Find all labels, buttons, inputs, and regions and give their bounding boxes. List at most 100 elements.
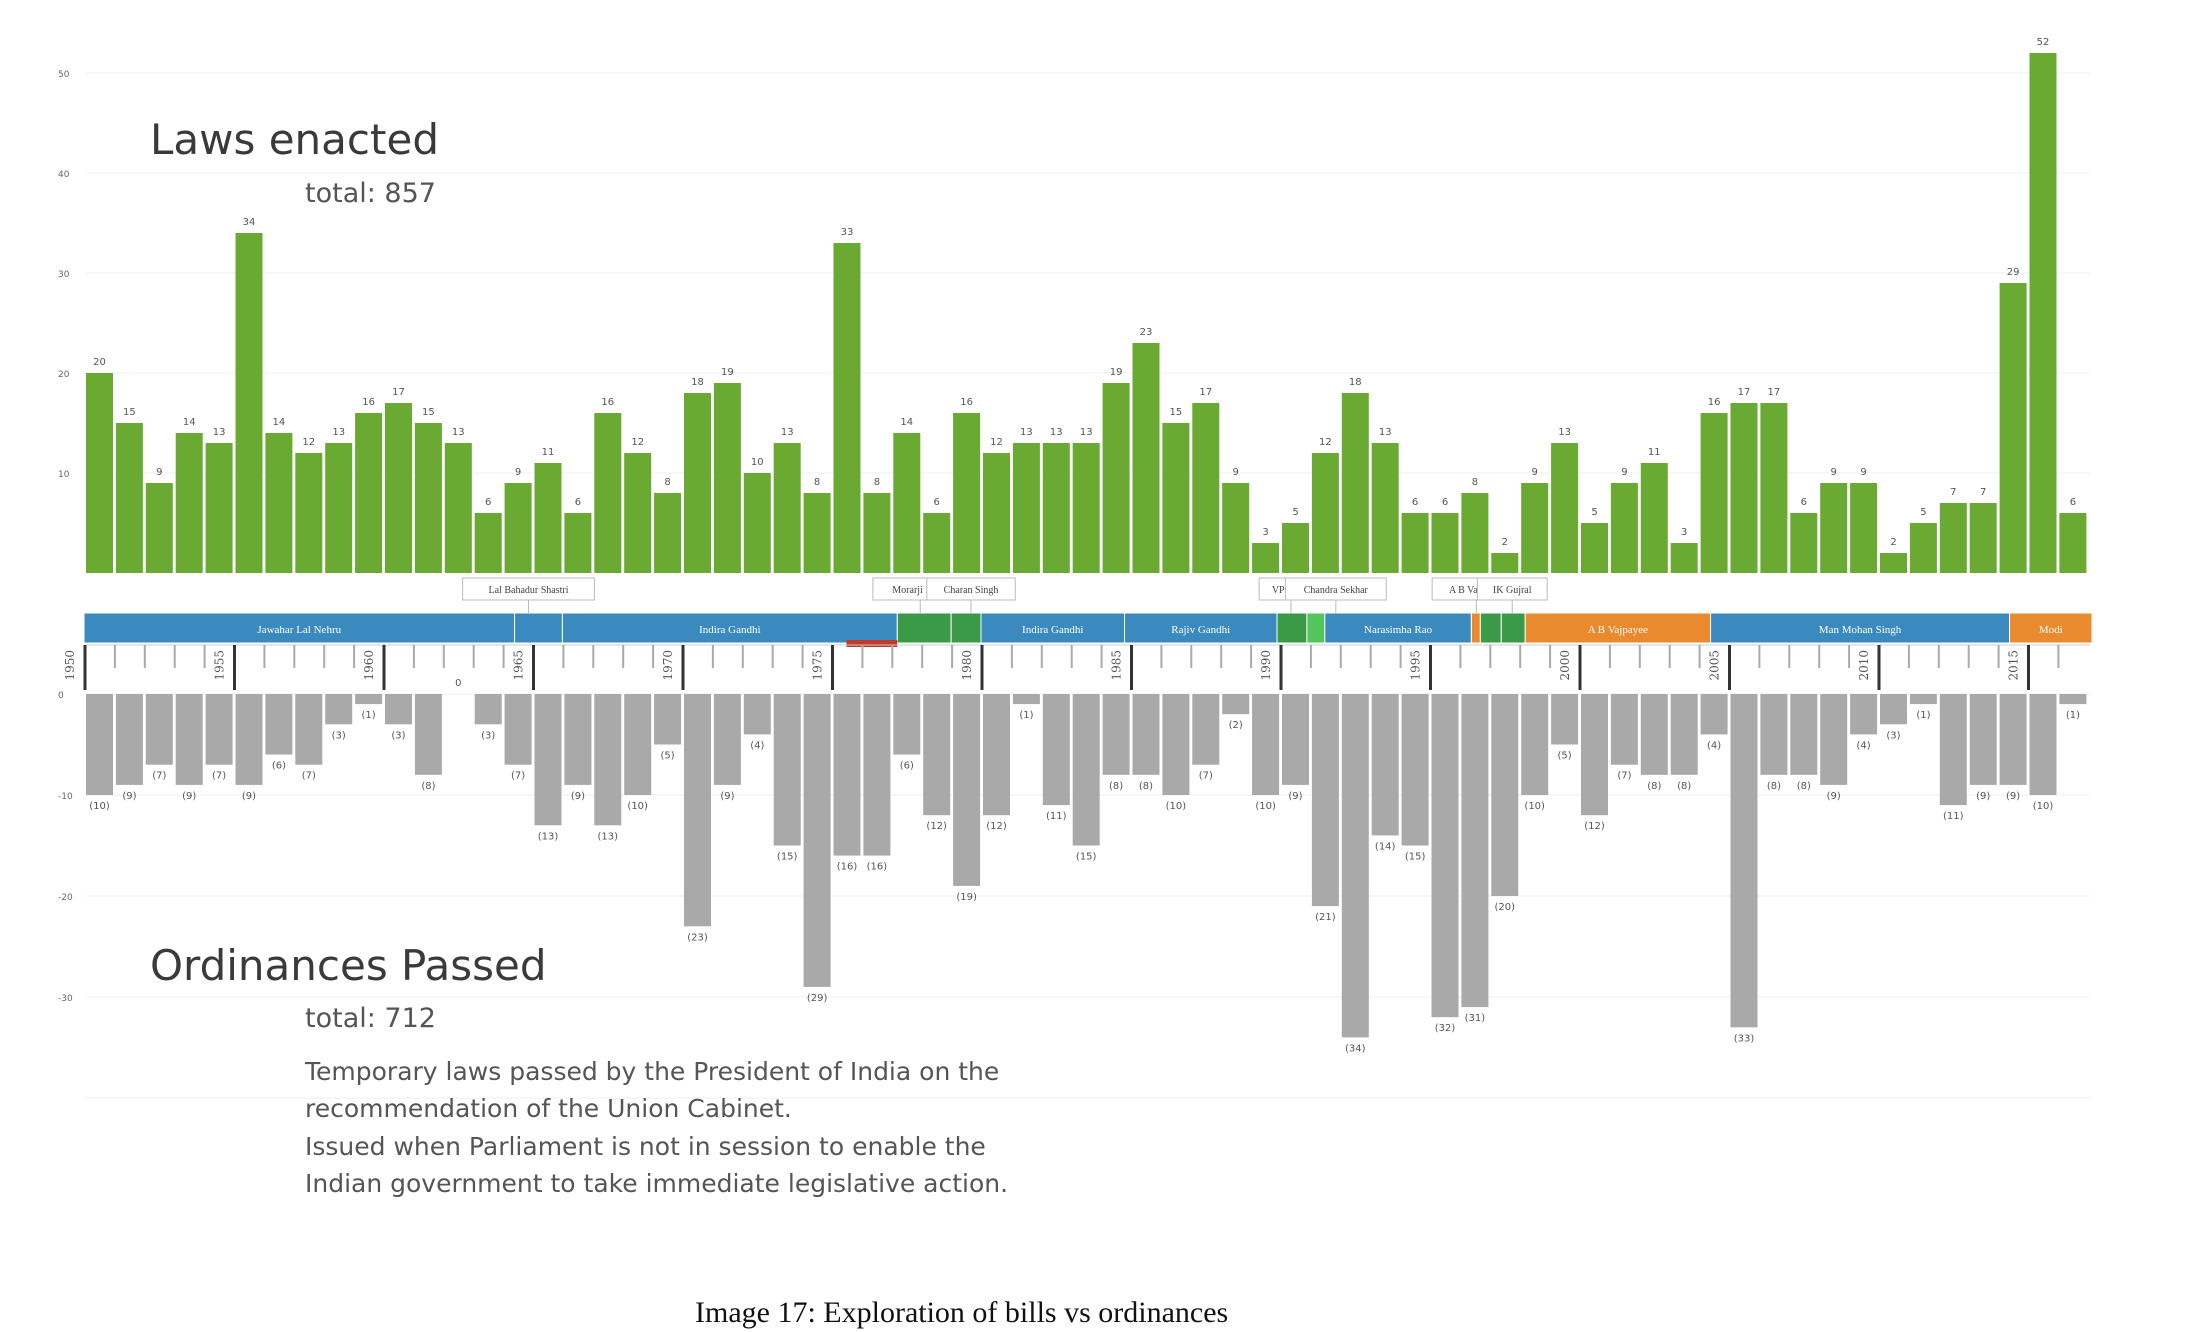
ordinance-bar — [1132, 694, 1160, 775]
laws-data-label: 6 — [1442, 497, 1448, 508]
ordinance-data-label: (16) — [837, 862, 858, 873]
laws-bar — [534, 463, 562, 573]
laws-data-label: 10 — [751, 457, 764, 468]
ordinance-data-label: (11) — [1046, 811, 1067, 822]
laws-bar — [504, 483, 532, 573]
pm-upper-label: Morarji Desai — [892, 585, 948, 596]
pm-upper-label: A B Vajpayee — [1449, 585, 1504, 596]
ordinances-y-axis: 0 -10 -20 -30 — [58, 691, 73, 1004]
laws-bar — [1939, 503, 1967, 573]
ordinance-data-label: (9) — [182, 791, 196, 802]
ordinance-y-tick: -20 — [58, 893, 73, 903]
ordinance-bar — [385, 694, 412, 725]
year-tick-label: 1960 — [362, 650, 376, 681]
laws-data-label: 13 — [452, 427, 465, 438]
ordinance-data-label: (12) — [926, 821, 947, 832]
pm-term-label: Narasimha Rao — [1364, 624, 1433, 636]
ordinance-data-label: (9) — [242, 791, 256, 802]
laws-data-label: 6 — [2070, 497, 2076, 508]
ordinance-bar — [355, 694, 383, 705]
laws-data-label: 13 — [1020, 427, 1033, 438]
ordinance-bar — [1401, 694, 1429, 846]
year-tick-label: 1955 — [213, 650, 227, 681]
ordinance-data-label: (9) — [1288, 791, 1302, 802]
laws-data-label: 16 — [960, 397, 973, 408]
laws-data-label: 18 — [1349, 377, 1362, 388]
ordinance-bar — [1610, 694, 1638, 765]
laws-data-label: 6 — [1412, 497, 1418, 508]
ordinance-data-label: (7) — [152, 771, 166, 782]
ordinance-bar — [654, 694, 682, 745]
laws-data-label: 9 — [1233, 467, 1239, 478]
ordinance-bar — [1341, 694, 1369, 1038]
laws-bar — [265, 433, 293, 573]
laws-bar — [564, 513, 592, 573]
laws-data-label: 18 — [691, 377, 704, 388]
year-tick-label: 2015 — [2007, 650, 2021, 681]
ordinance-data-label: (5) — [1558, 751, 1572, 762]
ordinance-bar — [325, 694, 353, 725]
pm-term-segment — [896, 612, 952, 644]
ordinance-data-label: (8) — [1109, 781, 1123, 792]
year-tick-label: 1965 — [512, 650, 526, 681]
ordinance-data-label: (21) — [1315, 912, 1336, 923]
year-tick-label: 1980 — [960, 650, 974, 681]
ordinance-bar — [265, 694, 293, 755]
ordinance-data-label: (13) — [538, 831, 559, 842]
ordinance-bar — [1311, 694, 1339, 907]
ordinance-bar — [1102, 694, 1130, 775]
laws-data-label: 3 — [1681, 527, 1687, 538]
pm-term-label: Indira Gandhi — [699, 624, 760, 636]
laws-bar — [145, 483, 173, 573]
ordinance-data-label: (4) — [1857, 740, 1871, 751]
laws-bar — [115, 423, 143, 573]
laws-data-label: 13 — [213, 427, 226, 438]
ordinance-bar — [594, 694, 622, 826]
laws-bar — [474, 513, 502, 573]
pm-term-segment — [1500, 612, 1526, 644]
pm-term-segment — [1306, 612, 1326, 644]
ordinance-y-tick: -30 — [58, 994, 73, 1004]
ordinance-bar — [1012, 694, 1040, 705]
ordinance-bar — [923, 694, 951, 816]
ordinance-data-label: (2) — [1229, 720, 1243, 731]
laws-bar — [1012, 443, 1040, 573]
ordinance-data-label: 0 — [455, 678, 461, 689]
ordinance-bar — [893, 694, 921, 755]
ordinance-data-label: (4) — [1707, 740, 1721, 751]
ordinance-bar — [1431, 694, 1459, 1018]
laws-bar — [1581, 523, 1608, 573]
ordinance-bar — [1850, 694, 1878, 735]
laws-bar — [1491, 553, 1519, 573]
laws-data-label: 6 — [934, 497, 940, 508]
laws-bar — [2029, 53, 2057, 573]
ordinance-data-label: (8) — [1677, 781, 1691, 792]
ordinance-bar — [1491, 694, 1519, 896]
laws-data-label: 8 — [814, 477, 820, 488]
year-tick-label: 1950 — [63, 650, 77, 681]
laws-bar — [205, 443, 233, 573]
ordinance-data-label: (31) — [1465, 1013, 1486, 1024]
ordinance-bar — [295, 694, 323, 765]
pm-term-segment — [980, 612, 1126, 644]
laws-data-label: 14 — [183, 417, 196, 428]
emergency-marker — [846, 640, 898, 647]
ordinance-data-label: (11) — [1943, 811, 1964, 822]
laws-data-label: 8 — [874, 477, 880, 488]
laws-bar — [594, 413, 622, 573]
ordinance-data-label: (10) — [2033, 801, 2054, 812]
ordinance-bar — [863, 694, 891, 856]
ordinance-data-label: (20) — [1495, 902, 1516, 913]
ordinance-data-label: (16) — [867, 862, 888, 873]
ordinance-bar — [1790, 694, 1818, 775]
ordinance-data-label: (15) — [777, 852, 798, 863]
ordinance-data-label: (10) — [1524, 801, 1545, 812]
laws-bar — [684, 393, 711, 573]
pm-term-segment — [1710, 612, 2011, 644]
pm-upper-label: Lal Bahadur Shastri — [489, 585, 569, 596]
laws-bar — [1132, 343, 1160, 573]
laws-bar — [1042, 443, 1070, 573]
ordinance-bar — [624, 694, 652, 795]
laws-data-label: 17 — [1768, 387, 1781, 398]
